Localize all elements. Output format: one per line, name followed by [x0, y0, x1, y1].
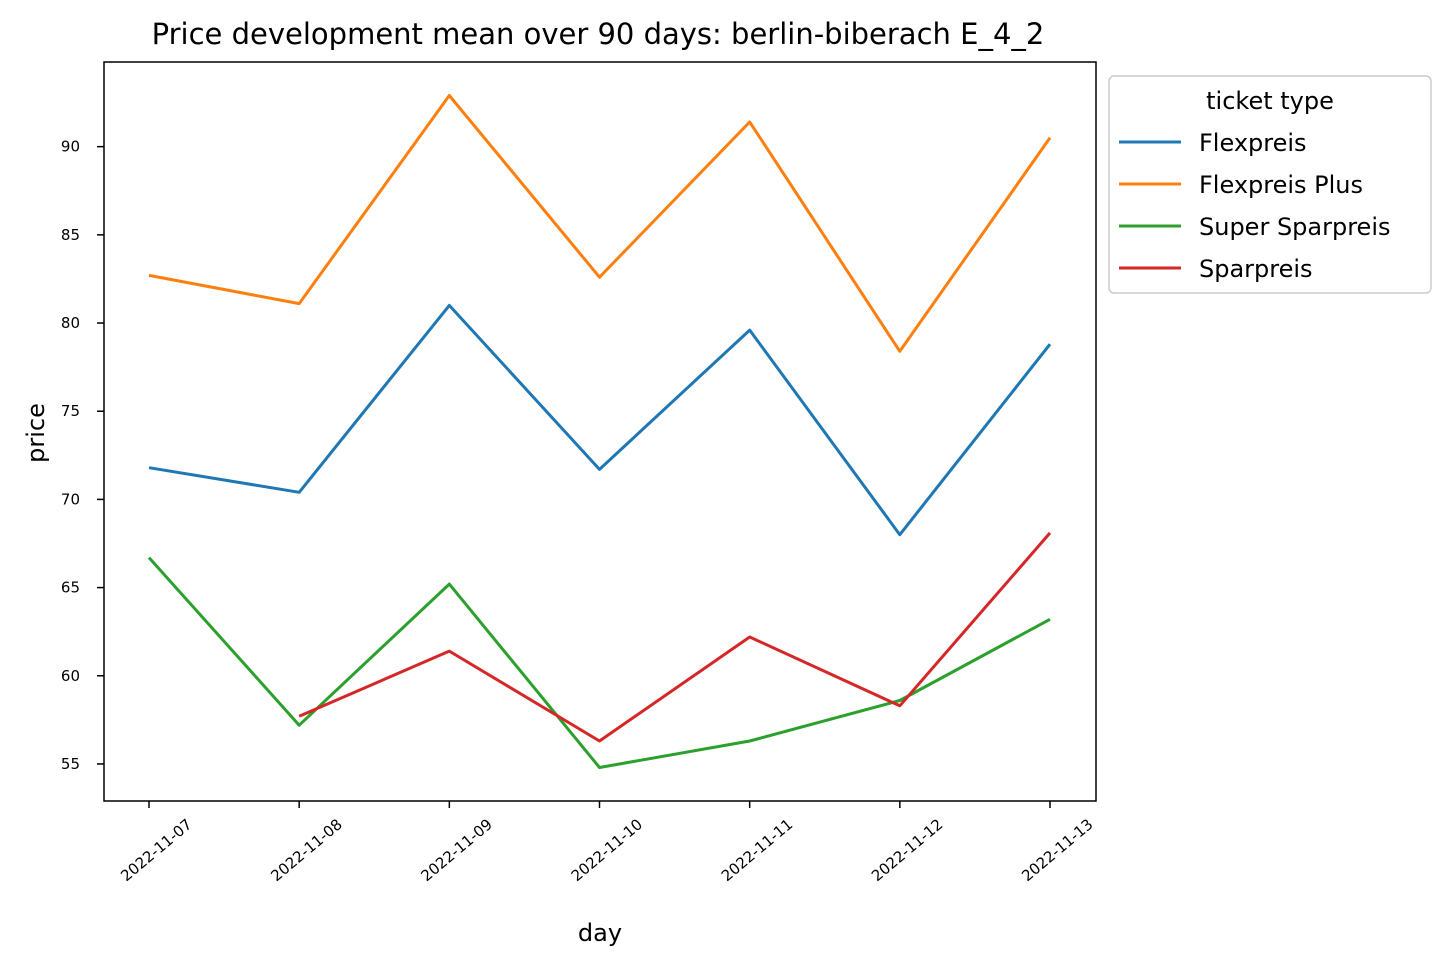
- x-tick-label: 2022-11-08: [267, 815, 345, 885]
- series-lines: [147, 94, 1052, 769]
- legend-label: Flexpreis: [1199, 129, 1307, 157]
- x-tick-label: 2022-11-13: [1018, 815, 1096, 885]
- plot-frame: [103, 61, 1097, 802]
- chart-title: Price development mean over 90 days: ber…: [152, 17, 1045, 51]
- legend-box: [1108, 75, 1432, 294]
- x-tick-label: 2022-11-07: [117, 815, 195, 885]
- series-line-flexpreis-plus: [148, 94, 1052, 353]
- y-axis-label: price: [22, 403, 50, 463]
- x-axis: 2022-11-07 2022-11-08 2022-11-09 2022-11-10…: [117, 801, 1097, 885]
- series-line-super-sparpreis: [147, 556, 1051, 769]
- legend-title: ticket type: [1206, 87, 1334, 115]
- y-tick-label: 55: [61, 755, 80, 773]
- legend-label: Super Sparpreis: [1199, 213, 1391, 241]
- legend: ticket type Flexpreis Flexpreis Plus Super…: [1108, 75, 1432, 294]
- x-tick-label: 2022-11-09: [418, 815, 496, 885]
- y-tick-label: 60: [61, 667, 80, 685]
- y-tick-label: 75: [61, 402, 80, 420]
- x-axis-label: day: [578, 919, 622, 947]
- legend-label: Sparpreis: [1199, 255, 1313, 283]
- y-tick-label: 80: [61, 314, 80, 332]
- legend-items: Flexpreis Flexpreis Plus Super Sparpreis Sp…: [1119, 129, 1391, 283]
- x-tick-label: 2022-11-10: [568, 815, 646, 885]
- legend-label: Flexpreis Plus: [1199, 171, 1363, 199]
- y-tick-label: 65: [61, 579, 80, 597]
- plot-area: [103, 61, 1097, 802]
- series-line-sparpreis: [298, 531, 1052, 743]
- x-tick-label: 2022-11-11: [718, 815, 796, 885]
- y-tick-label: 90: [61, 138, 80, 156]
- y-axis: 55 60 65 70 75 80 85 90: [61, 138, 104, 773]
- y-tick-label: 85: [61, 226, 80, 244]
- x-tick-label: 2022-11-12: [868, 815, 946, 885]
- y-tick-label: 70: [61, 490, 80, 508]
- series-line-flexpreis: [148, 303, 1052, 537]
